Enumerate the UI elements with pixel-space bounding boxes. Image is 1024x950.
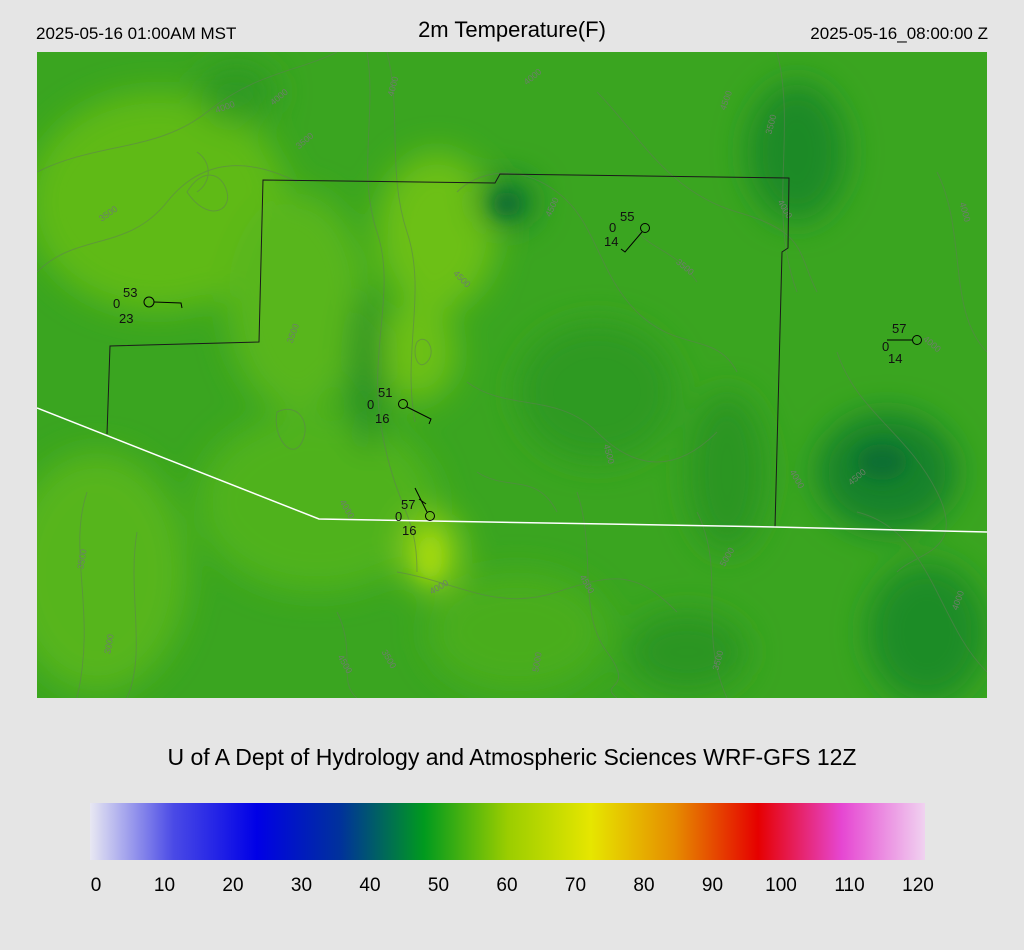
station-dewpoint: 14: [604, 234, 618, 249]
station-temperature: 57: [892, 321, 906, 336]
station-cloud-cover: 0: [882, 339, 889, 354]
contour-label: 5000: [530, 651, 543, 672]
colorbar-tick-label: 60: [496, 875, 518, 896]
station-dewpoint: 23: [119, 311, 133, 326]
map-canvas: 4000 4000 3500 4000 3500 4000 4500 3500 …: [37, 52, 987, 698]
map-title: 2m Temperature(F): [418, 17, 606, 42]
contour-label: 3500: [75, 548, 88, 569]
station-cloud-cover: 0: [395, 509, 402, 524]
colorbar: [90, 803, 925, 860]
colorbar-tick-label: 30: [290, 875, 313, 896]
station-temperature: 55: [620, 209, 634, 224]
colorbar-tick-label: 0: [90, 875, 102, 896]
colorbar-gradient: [90, 803, 925, 860]
colorbar-tick-label: 10: [153, 875, 176, 896]
station-dewpoint: 14: [888, 351, 902, 366]
station-temperature: 51: [378, 385, 392, 400]
colorbar-tick-label: 50: [427, 875, 450, 896]
station-temperature: 53: [123, 285, 137, 300]
wind-barbs: [143, 223, 922, 521]
colorbar-tick-label: 80: [633, 875, 655, 896]
state-boundary: [37, 407, 987, 533]
colorbar-tick-label: 20: [222, 875, 244, 896]
credit-line: U of A Dept of Hydrology and Atmospheric…: [167, 744, 857, 770]
colorbar-ticks: 0 10 20 30 40 50 60 70 80 90 100 110 120: [0, 875, 1024, 899]
station-plots: 53 0 23 55 0 14 57 0 14 51 0 16 57 0 16: [113, 209, 906, 538]
station-temperature: 57: [401, 497, 415, 512]
colorbar-tick-label: 100: [765, 875, 797, 896]
colorbar-tick-label: 40: [359, 875, 381, 896]
temperature-field-detail: [418, 192, 907, 579]
station-dewpoint: 16: [375, 411, 389, 426]
local-time-label: 2025-05-16 01:00AM MST: [36, 24, 237, 43]
temperature-map[interactable]: 4000 4000 3500 4000 3500 4000 4500 3500 …: [37, 52, 987, 698]
station-cloud-cover: 0: [113, 296, 120, 311]
elevation-contours: [37, 52, 987, 698]
station-dewpoint: 16: [402, 523, 416, 538]
station-cloud-cover: 0: [609, 220, 616, 235]
county-boundaries: [106, 173, 790, 528]
colorbar-tick-label: 90: [701, 875, 724, 896]
valid-time-label: 2025-05-16_08:00:00 Z: [810, 24, 988, 43]
colorbar-tick-label: 110: [834, 875, 865, 896]
colorbar-tick-label: 70: [564, 875, 587, 896]
colorbar-tick-label: 120: [902, 875, 934, 896]
station-cloud-cover: 0: [367, 397, 374, 412]
contour-label: 3000: [102, 633, 115, 654]
